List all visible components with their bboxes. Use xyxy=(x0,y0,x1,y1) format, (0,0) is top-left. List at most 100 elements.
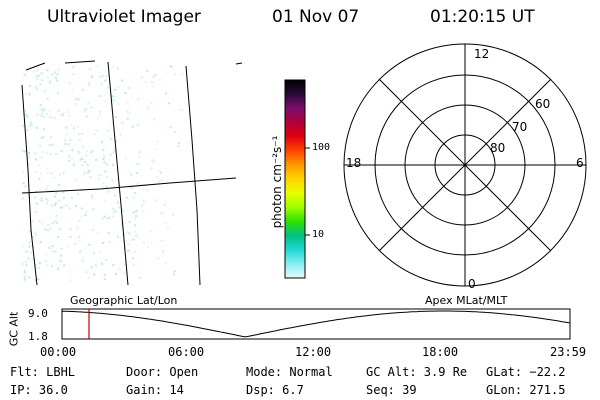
speckle xyxy=(24,271,27,274)
speckle xyxy=(114,210,117,213)
speckle xyxy=(45,188,48,190)
speckle xyxy=(53,177,56,179)
speckle xyxy=(181,108,184,111)
speckle xyxy=(169,126,172,129)
speckle xyxy=(104,170,107,173)
speckle xyxy=(69,139,72,142)
speckle xyxy=(64,142,67,145)
speckle xyxy=(75,97,78,100)
speckle xyxy=(158,169,160,172)
speckle xyxy=(66,110,69,113)
speckle xyxy=(74,205,77,207)
speckle xyxy=(35,88,38,91)
speckle xyxy=(104,200,107,203)
speckle xyxy=(151,159,154,162)
speckle xyxy=(69,279,72,282)
speckle xyxy=(71,157,74,160)
speckle xyxy=(78,139,81,142)
speckle xyxy=(27,196,30,199)
speckle xyxy=(85,271,88,274)
speckle xyxy=(62,196,65,199)
speckle xyxy=(25,250,28,253)
speckle xyxy=(51,73,54,76)
speckle xyxy=(55,221,58,224)
speckle xyxy=(51,250,54,253)
speckle xyxy=(74,103,77,105)
speckle xyxy=(38,177,41,180)
speckle xyxy=(82,89,85,91)
instrument-title: Ultraviolet Imager xyxy=(47,7,201,27)
speckle xyxy=(39,83,42,86)
speckle xyxy=(80,215,83,218)
speckle xyxy=(51,143,54,146)
altitude-curve xyxy=(61,310,571,338)
speckle xyxy=(51,222,54,225)
mlt-label-12: 12 xyxy=(474,47,490,61)
speckle xyxy=(98,95,101,98)
speckle xyxy=(155,175,158,178)
timeline-y-tick: 9.0 xyxy=(28,307,48,320)
speckle xyxy=(113,194,116,197)
speckle xyxy=(66,133,69,136)
speckle xyxy=(126,230,129,233)
speckle xyxy=(158,180,161,183)
speckle xyxy=(84,107,87,110)
speckle xyxy=(27,162,30,165)
speckle xyxy=(79,250,82,253)
speckle xyxy=(25,113,28,116)
speckle xyxy=(35,233,37,236)
speckle xyxy=(123,272,126,274)
timeline-x-tick: 12:00 xyxy=(295,345,332,359)
map-edge-line xyxy=(235,62,243,65)
speckle xyxy=(169,65,172,68)
speckle xyxy=(67,143,70,146)
glon-readout: GLon: 271.5 xyxy=(486,383,566,397)
speckle xyxy=(29,230,32,233)
speckle xyxy=(55,153,58,155)
speckle xyxy=(30,126,33,129)
speckle xyxy=(68,114,71,117)
speckle xyxy=(90,106,93,109)
speckle xyxy=(98,250,101,253)
speckle xyxy=(55,79,58,82)
speckle xyxy=(45,113,48,116)
speckle xyxy=(147,107,150,110)
speckle xyxy=(112,163,114,166)
speckle xyxy=(50,136,52,138)
polar-diagonal xyxy=(378,78,552,252)
speckle xyxy=(91,194,94,197)
speckle xyxy=(34,152,37,155)
speckle xyxy=(53,70,56,72)
speckle xyxy=(66,245,69,248)
speckle xyxy=(127,242,130,245)
speckle xyxy=(112,151,115,154)
speckle xyxy=(54,76,57,79)
speckle xyxy=(22,149,25,152)
speckle xyxy=(126,117,129,120)
speckle xyxy=(81,257,84,260)
speckle xyxy=(88,243,91,246)
speckle xyxy=(144,81,147,84)
speckle xyxy=(64,139,67,142)
speckle xyxy=(23,275,26,278)
timeline-frame xyxy=(61,308,571,340)
speckle xyxy=(178,141,180,144)
speckle xyxy=(102,149,105,152)
seq-readout: Seq: 39 xyxy=(366,383,417,397)
speckle xyxy=(28,151,31,154)
speckle xyxy=(35,190,38,193)
speckle xyxy=(22,182,25,185)
speckle xyxy=(49,116,52,119)
speckle xyxy=(136,172,139,175)
speckle xyxy=(118,103,120,106)
speckle xyxy=(86,171,89,174)
speckle xyxy=(136,163,139,166)
speckle xyxy=(73,127,76,130)
meridian-line xyxy=(185,65,201,286)
speckle xyxy=(127,87,130,89)
speckle xyxy=(61,114,64,117)
speckle xyxy=(76,125,79,128)
